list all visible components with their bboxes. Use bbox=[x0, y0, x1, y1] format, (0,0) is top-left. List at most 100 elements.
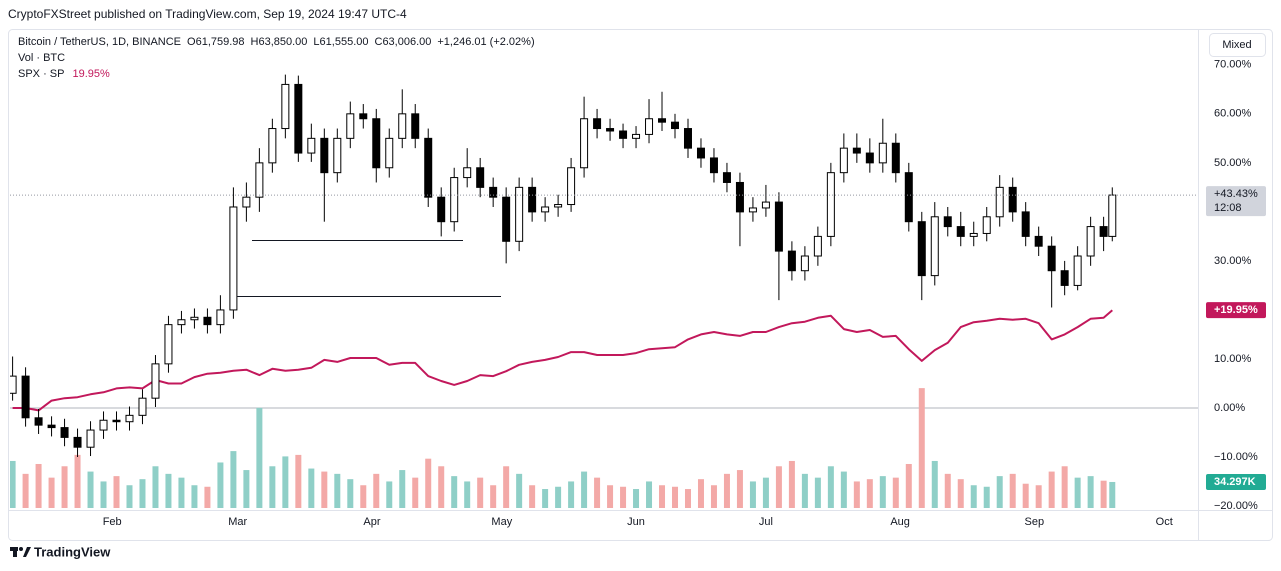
change: +1,246.01 (+2.02%) bbox=[437, 36, 534, 48]
candle-body bbox=[1034, 235, 1043, 247]
volume-bar bbox=[736, 470, 743, 508]
volume-bar bbox=[191, 485, 198, 508]
candle-body bbox=[696, 147, 705, 159]
volume-bar bbox=[944, 473, 951, 508]
candle-body bbox=[1008, 186, 1017, 213]
volume-bar bbox=[451, 476, 458, 508]
candle-body bbox=[112, 419, 121, 423]
candle-body bbox=[320, 137, 329, 174]
x-tick-label: May bbox=[491, 516, 512, 528]
logo-part bbox=[19, 547, 23, 551]
volume-bar bbox=[866, 479, 873, 508]
volume-bar bbox=[996, 476, 1003, 508]
candle-body bbox=[99, 419, 108, 431]
volume-bar bbox=[321, 471, 328, 508]
candle-body bbox=[203, 316, 212, 326]
volume-bar bbox=[35, 463, 42, 508]
candle-body bbox=[242, 196, 251, 208]
volume-bar bbox=[892, 477, 899, 508]
logo-part bbox=[23, 547, 31, 557]
volume-bar bbox=[126, 485, 133, 508]
y-tick-label: 50.00% bbox=[1214, 157, 1252, 169]
candle-body bbox=[826, 172, 835, 237]
candle-body bbox=[735, 181, 744, 213]
volume-bar bbox=[568, 481, 575, 508]
volume-bar bbox=[139, 479, 146, 508]
candle-body bbox=[502, 196, 511, 242]
volume-bar bbox=[438, 466, 445, 508]
x-tick-label: Jul bbox=[759, 516, 773, 528]
scale-mode-label[interactable]: Mixed bbox=[1222, 39, 1251, 51]
candle-body bbox=[943, 216, 952, 228]
volume-bar bbox=[983, 486, 990, 508]
volume-legend: Vol · BTC bbox=[18, 52, 65, 64]
volume-bar bbox=[555, 486, 562, 508]
candle-body bbox=[47, 424, 56, 429]
volume-bar bbox=[1074, 477, 1081, 508]
publisher: CryptoFXStreet published on TradingView.… bbox=[8, 7, 407, 21]
volume-bar bbox=[659, 485, 666, 508]
compare-line bbox=[12, 309, 1113, 412]
ohlc-label: O bbox=[187, 36, 196, 48]
y-tick-label: 60.00% bbox=[1214, 108, 1252, 120]
candle-body bbox=[619, 130, 628, 139]
volume-bar bbox=[74, 454, 81, 508]
volume-bar bbox=[633, 489, 640, 508]
volume-bar bbox=[412, 477, 419, 508]
volume-bar bbox=[399, 470, 406, 508]
candle-body bbox=[515, 186, 524, 242]
volume-bar bbox=[334, 473, 341, 508]
candle-body bbox=[411, 113, 420, 139]
candle-body bbox=[294, 83, 303, 154]
volume-bar bbox=[594, 477, 601, 508]
x-tick-label: Sep bbox=[1025, 516, 1045, 528]
candle-body bbox=[21, 375, 30, 419]
y-tick-label: −20.00% bbox=[1214, 500, 1258, 512]
x-tick-label: Apr bbox=[363, 516, 380, 528]
volume-bar bbox=[373, 473, 380, 508]
volume-bar bbox=[516, 473, 523, 508]
candle-body bbox=[359, 113, 368, 120]
volume-bar bbox=[295, 454, 302, 508]
candle-body bbox=[982, 216, 991, 234]
volume-bar bbox=[1035, 485, 1042, 508]
volume-bar bbox=[697, 479, 704, 508]
volume-bar bbox=[684, 489, 691, 508]
scale-mode-button[interactable] bbox=[1209, 33, 1266, 57]
candle-body bbox=[385, 137, 394, 169]
volume-bar bbox=[347, 479, 354, 508]
volume-bar bbox=[490, 485, 497, 508]
volume-bar bbox=[1022, 483, 1029, 508]
candle-body bbox=[606, 128, 615, 132]
volume-bar bbox=[879, 476, 886, 508]
volume-bar bbox=[503, 466, 510, 508]
volume-bar bbox=[256, 407, 263, 508]
countdown: 12:08 bbox=[1214, 202, 1242, 214]
volume-bar bbox=[957, 479, 964, 508]
candle-body bbox=[658, 118, 667, 123]
volume-badge bbox=[1206, 473, 1266, 490]
y-tick-label: 30.00% bbox=[1214, 255, 1252, 267]
volume-bar bbox=[749, 481, 756, 508]
candle-body bbox=[632, 133, 641, 139]
candle-body bbox=[450, 177, 459, 223]
candle-body bbox=[709, 157, 718, 174]
candle-body bbox=[281, 83, 290, 130]
volume-bar bbox=[243, 470, 250, 508]
volume-bar bbox=[10, 460, 16, 508]
candle-body bbox=[930, 216, 939, 277]
volume-bar bbox=[204, 486, 211, 508]
compare-badge-label: +19.95% bbox=[1214, 304, 1258, 316]
volume-bar bbox=[529, 485, 536, 508]
candle-body bbox=[645, 118, 654, 135]
candle-body bbox=[307, 137, 316, 154]
volume-bar bbox=[542, 489, 549, 508]
compare-legend-value: 19.95% bbox=[72, 68, 110, 80]
candle-body bbox=[904, 172, 913, 223]
candle-body bbox=[1108, 194, 1117, 237]
candle-body bbox=[255, 162, 264, 198]
chart-frame bbox=[8, 29, 1273, 541]
volume-bar bbox=[840, 471, 847, 508]
candle-body bbox=[1086, 226, 1095, 257]
